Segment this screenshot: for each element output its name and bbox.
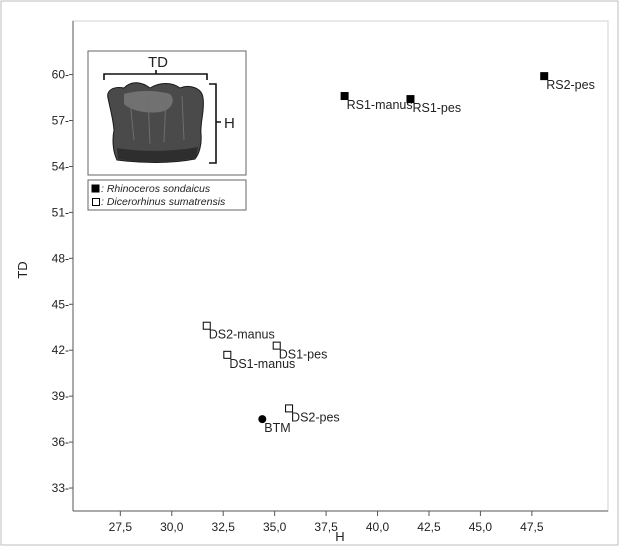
x-axis-ticks: 27,5 30,0 32,5 35,0 37,5 40,0 42,5 45,0 47,5 xyxy=(109,511,544,534)
bone-texture xyxy=(129,95,185,145)
inset-h-label: H xyxy=(224,115,235,132)
y-tick-label: 48- xyxy=(52,251,69,265)
point-rs2-pes xyxy=(540,72,549,81)
point-label-rs1-manus: RS1-manus xyxy=(347,98,413,112)
x-tick-label: 27,5 xyxy=(109,520,133,534)
x-tick-label: 45,0 xyxy=(469,520,493,534)
y-tick-label: 36- xyxy=(52,435,69,449)
point-label-rs2-pes: RS2-pes xyxy=(546,78,595,92)
y-axis-label: TD xyxy=(15,261,30,278)
point-label-rs1-pes: RS1-pes xyxy=(412,101,461,115)
x-tick-label: 32,5 xyxy=(212,520,236,534)
inset-bone-diagram: TD H xyxy=(87,50,247,176)
y-tick-label: 51- xyxy=(52,205,69,219)
legend-box xyxy=(87,179,247,211)
td-bracket xyxy=(103,70,208,80)
point-ds1-pes xyxy=(272,341,281,350)
point-label-ds2-pes: DS2-pes xyxy=(291,410,340,424)
y-tick-label: 39- xyxy=(52,389,69,403)
legend-marker-rhinoceros xyxy=(91,184,100,193)
x-tick-label: 35,0 xyxy=(263,520,287,534)
point-rs1-manus xyxy=(340,92,349,101)
point-ds2-pes xyxy=(285,404,294,413)
point-ds2-manus xyxy=(202,321,211,330)
y-tick-label: 42- xyxy=(52,343,69,357)
y-tick-label: 45- xyxy=(52,297,69,311)
y-tick-label: 33- xyxy=(52,481,69,495)
bone-base xyxy=(117,147,198,162)
legend-label-dicerorhinus: : Dicerorhinus sumatrensis xyxy=(101,196,226,208)
legend-label-rhinoceros: : Rhinoceros sondaicus xyxy=(101,183,211,195)
y-axis-ticks: 33- 36- 39- 42- 45- 48- 51- 54- 57- 60- xyxy=(52,68,73,495)
y-tick-label: 57- xyxy=(52,114,69,128)
point-label-ds1-pes: DS1-pes xyxy=(279,348,328,362)
inset-td-label: TD xyxy=(148,54,168,71)
h-bracket xyxy=(209,83,221,164)
point-label-btm: BTM xyxy=(264,421,290,435)
point-ds1-manus xyxy=(223,350,232,359)
point-btm xyxy=(258,415,267,424)
legend: : Rhinoceros sondaicus : Dicerorhinus su… xyxy=(87,179,247,211)
x-tick-label: 30,0 xyxy=(160,520,184,534)
point-label-ds1-manus: DS1-manus xyxy=(229,357,295,371)
legend-marker-dicerorhinus xyxy=(92,198,100,206)
x-tick-label: 37,5 xyxy=(314,520,338,534)
x-tick-label: 42,5 xyxy=(417,520,441,534)
y-tick-label: 54- xyxy=(52,159,69,173)
x-axis-label: H xyxy=(335,529,344,544)
point-rs1-pes xyxy=(406,95,415,104)
data-points: RS1-manus RS1-pesRS2-pesDS2-manusDS1-pesD… xyxy=(202,72,595,435)
x-tick-label: 40,0 xyxy=(366,520,390,534)
point-label-ds2-manus: DS2-manus xyxy=(209,328,275,342)
x-tick-label: 47,5 xyxy=(520,520,544,534)
y-tick-label: 60- xyxy=(52,68,69,82)
